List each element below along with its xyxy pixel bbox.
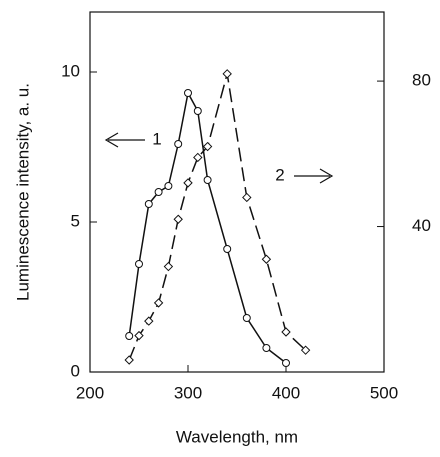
marker [153,298,164,308]
series-label: 1 [152,129,161,148]
marker [183,178,193,188]
arrow-head [104,132,119,148]
marker [163,261,174,272]
x-tick-label: 200 [76,383,104,402]
marker [134,330,144,341]
series-label: 2 [275,165,284,184]
x-axis-label: Wavelength, nm [176,427,298,446]
marker [144,316,154,326]
marker [300,345,311,355]
x-tick-label: 300 [174,383,202,402]
marker [202,141,213,152]
marker [164,182,173,190]
marker [261,254,272,264]
marker [193,107,202,115]
marker [242,314,251,322]
marker [173,214,183,224]
plot-frame [89,11,385,373]
marker [222,69,232,79]
y2-tick-label: 40 [412,216,431,235]
marker [135,260,143,268]
marker [223,245,232,253]
y-tick-label: 0 [71,361,80,380]
marker [193,152,203,163]
arrow-head [319,168,334,184]
y-axis-label: Luminescence intensity, a. u. [13,83,32,301]
marker [174,140,183,148]
y2-tick-label: 80 [412,71,431,90]
marker [242,192,252,203]
marker [281,327,291,337]
y-tick-label: 10 [61,61,80,80]
annotation-2: 2 [275,165,334,184]
x-tick-label: 400 [272,383,300,402]
marker [125,332,134,340]
marker [282,359,290,367]
marker [203,176,212,184]
marker [184,89,192,97]
marker [144,200,153,208]
annotation-1: 1 [104,129,162,148]
marker [262,344,271,352]
x-tick-label: 500 [370,383,398,402]
marker [154,188,163,196]
marker [124,355,134,365]
y-tick-label: 5 [71,211,80,230]
